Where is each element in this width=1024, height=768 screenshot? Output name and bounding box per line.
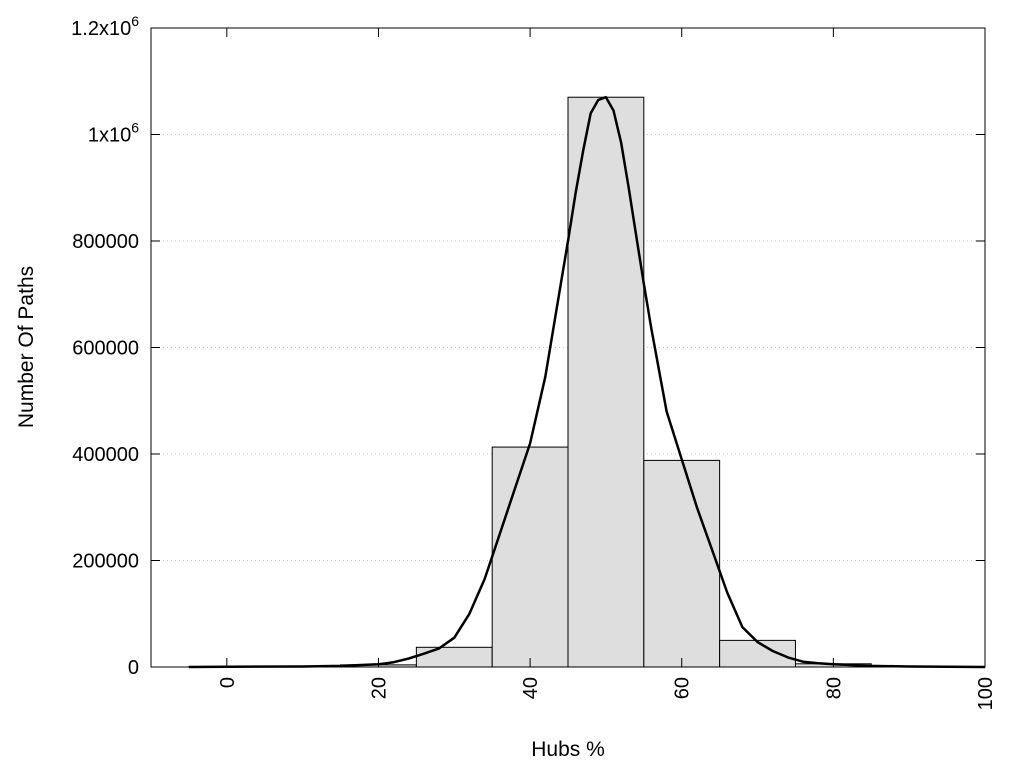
y-tick-label: 200000 <box>72 551 139 573</box>
y-tick-label: 1x106 <box>88 120 139 147</box>
bar <box>719 639 796 668</box>
bar <box>643 459 721 668</box>
y-tick-label: 400000 <box>72 444 139 466</box>
x-tick-label: 80 <box>823 677 845 699</box>
x-axis-title: Hubs % <box>531 738 605 761</box>
x-tick-label: 20 <box>369 677 391 699</box>
y-tick-label: 0 <box>128 657 139 679</box>
y-axis-title: Number Of Paths <box>15 266 38 428</box>
bar <box>415 646 493 668</box>
y-tick-labels: 0 200000 400000 600000 800000 1x106 1.2x106 <box>71 13 139 679</box>
bar <box>567 96 645 668</box>
y-tick-label: 1.2x106 <box>71 13 139 40</box>
x-tick-labels: 0 20 40 60 80 100 <box>217 677 997 710</box>
x-tick-label: 0 <box>217 677 239 688</box>
histogram-bars <box>188 96 948 668</box>
x-tick-label: 60 <box>672 677 694 699</box>
fit-curve <box>188 95 986 669</box>
x-tick-label: 100 <box>975 677 997 710</box>
axis-ticks <box>151 27 986 668</box>
y-tick-label: 800000 <box>72 231 139 253</box>
x-tick-label: 40 <box>520 677 542 699</box>
bar <box>491 446 569 668</box>
y-tick-label: 600000 <box>72 338 139 360</box>
